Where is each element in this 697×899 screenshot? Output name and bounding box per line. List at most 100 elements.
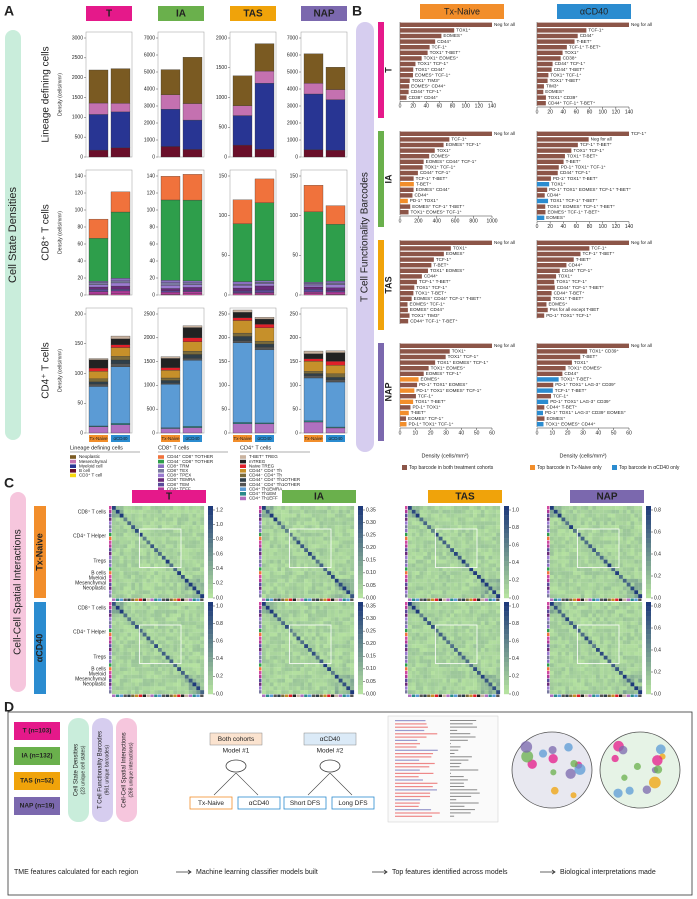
- heatmap-cell: [323, 559, 328, 564]
- heatmap-cell: [200, 521, 205, 526]
- heatmap-cell: [300, 632, 305, 637]
- heatmap-cell: [576, 563, 581, 568]
- heatmap-cell: [323, 682, 328, 687]
- heatmap-cell: [469, 513, 474, 518]
- legend-item: mTREG: [249, 459, 266, 464]
- heatmap-cell: [184, 563, 189, 568]
- barcode-bar: [400, 279, 417, 285]
- heatmap-cell: [492, 628, 497, 633]
- heatmap-cell: [492, 571, 497, 576]
- axis-marker: [461, 598, 465, 601]
- barcode-label: TOX1⁺ T-BET⁺: [415, 290, 447, 295]
- axis-marker: [338, 694, 342, 697]
- tick-label: 100: [75, 207, 84, 213]
- heatmap-cell: [150, 682, 155, 687]
- axis-marker: [405, 578, 408, 583]
- heatmap-cell: [123, 586, 128, 591]
- heatmap-cell: [461, 594, 466, 599]
- heatmap-cell: [142, 690, 147, 695]
- heatmap-cell: [123, 544, 128, 549]
- bar-segment: [110, 347, 131, 357]
- heatmap-cell: [434, 590, 439, 595]
- heatmap-cell: [622, 555, 627, 560]
- legend-swatch: [158, 469, 164, 473]
- heatmap-cell: [569, 544, 574, 549]
- heatmap-cell: [561, 582, 566, 587]
- heatmap-cell: [338, 651, 343, 656]
- heatmap-cell: [150, 594, 155, 599]
- heatmap-cell: [169, 517, 174, 522]
- heatmap-cell: [269, 575, 274, 579]
- heatmap-cell: [158, 640, 162, 645]
- bar-segment: [325, 373, 346, 378]
- heatmap-cell: [592, 544, 597, 549]
- highlight-box: [289, 624, 332, 665]
- heatmap-cell: [281, 648, 286, 652]
- heatmap-cell: [465, 575, 470, 579]
- barcode-bar: [400, 410, 409, 416]
- heatmap-cell: [427, 571, 432, 576]
- heatmap-cell: [150, 644, 155, 649]
- heatmap-cell: [150, 690, 155, 695]
- bar-segment: [110, 191, 131, 213]
- heatmap-cell: [158, 605, 162, 610]
- heatmap-cell: [115, 678, 120, 683]
- heatmap-cell: [319, 671, 324, 675]
- heatmap-cell: [135, 521, 139, 526]
- heatmap-cell: [146, 563, 151, 568]
- heatmap-cell: [158, 517, 162, 522]
- tick-label: 0.4: [654, 551, 661, 557]
- heatmap-cell: [173, 548, 178, 553]
- heatmap-cell: [127, 625, 132, 629]
- heatmap-cell: [285, 555, 289, 560]
- heatmap-cell: [350, 540, 355, 545]
- heatmap-cell: [158, 552, 162, 556]
- heatmap-cell: [273, 582, 278, 587]
- row-label: Tregs: [93, 654, 106, 660]
- heatmap-cell: [596, 559, 600, 564]
- heatmap-cell: [573, 594, 577, 599]
- heatmap-cell: [573, 563, 577, 568]
- heatmap-cell: [146, 536, 151, 541]
- heatmap-cell: [285, 540, 289, 545]
- heatmap-cell: [484, 571, 489, 576]
- axis-marker: [184, 694, 189, 697]
- colorbar-step: [208, 575, 213, 580]
- tick-label: 6000: [287, 52, 298, 58]
- axis-marker: [109, 655, 112, 659]
- barcode-bar: [537, 399, 549, 404]
- heatmap-cell: [561, 506, 566, 510]
- colorbar-step: [646, 519, 651, 525]
- heatmap-cell: [196, 575, 201, 579]
- legend-swatch: [158, 482, 164, 487]
- axis-marker: [115, 598, 120, 601]
- heatmap-cell: [127, 509, 132, 514]
- heatmap-cell: [273, 529, 278, 533]
- heatmap-cell: [196, 594, 201, 599]
- heatmap-cell: [135, 605, 139, 610]
- heatmap-cell: [112, 555, 116, 560]
- barcode-label: TOX1⁺ TCF-1⁺: [573, 148, 605, 153]
- heatmap-cell: [131, 509, 136, 514]
- heatmap-cell: [296, 525, 301, 530]
- heatmap-cell: [603, 532, 608, 537]
- heatmap-cell: [323, 517, 328, 522]
- heatmap-cell: [181, 690, 185, 695]
- heatmap-cell: [308, 536, 312, 541]
- colorbar-step: [646, 515, 651, 520]
- heatmap-cell: [315, 671, 320, 675]
- heatmap-cell: [304, 548, 309, 553]
- heatmap-cell: [492, 582, 497, 587]
- heatmap-cell: [603, 521, 608, 526]
- heatmap-cell: [492, 517, 497, 522]
- heatmap-cell: [196, 674, 201, 679]
- tick-label: 140: [147, 173, 156, 179]
- heatmap-cell: [285, 594, 289, 599]
- heatmap-cell: [561, 513, 566, 518]
- row-label: CD4⁺ T Helper: [73, 533, 106, 539]
- bar-segment: [232, 292, 253, 294]
- heatmap-cell: [161, 674, 166, 679]
- heatmap-cell: [599, 509, 604, 514]
- axis-marker: [262, 598, 266, 601]
- heatmap-cell: [592, 563, 597, 568]
